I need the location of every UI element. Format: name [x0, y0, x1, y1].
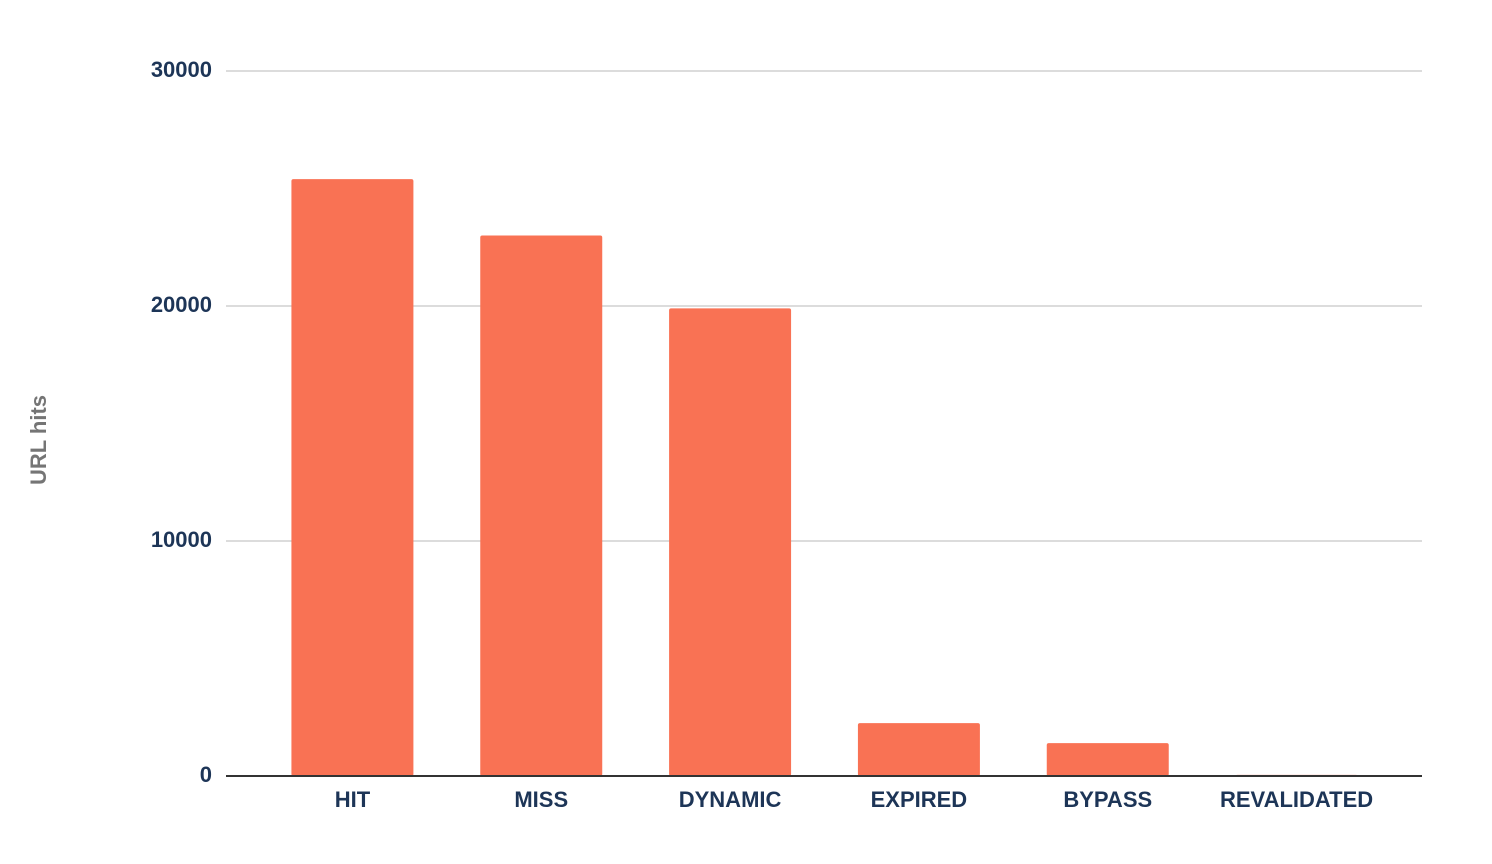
y-axis-label: URL hits: [26, 395, 51, 485]
x-tick-label: HIT: [335, 787, 371, 812]
y-tick-label: 10000: [151, 527, 212, 552]
x-tick-label: REVALIDATED: [1220, 787, 1373, 812]
bar: [1046, 743, 1169, 776]
y-tick-label: 20000: [151, 292, 212, 317]
bar: [857, 723, 980, 776]
x-tick-label: DYNAMIC: [679, 787, 782, 812]
x-tick-label: EXPIRED: [871, 787, 968, 812]
y-tick-label: 30000: [151, 57, 212, 82]
y-tick-label: 0: [200, 762, 212, 787]
bar: [480, 235, 603, 776]
bar: [669, 308, 792, 776]
x-tick-label: BYPASS: [1063, 787, 1152, 812]
x-tick-label: MISS: [514, 787, 568, 812]
bar: [291, 179, 414, 777]
